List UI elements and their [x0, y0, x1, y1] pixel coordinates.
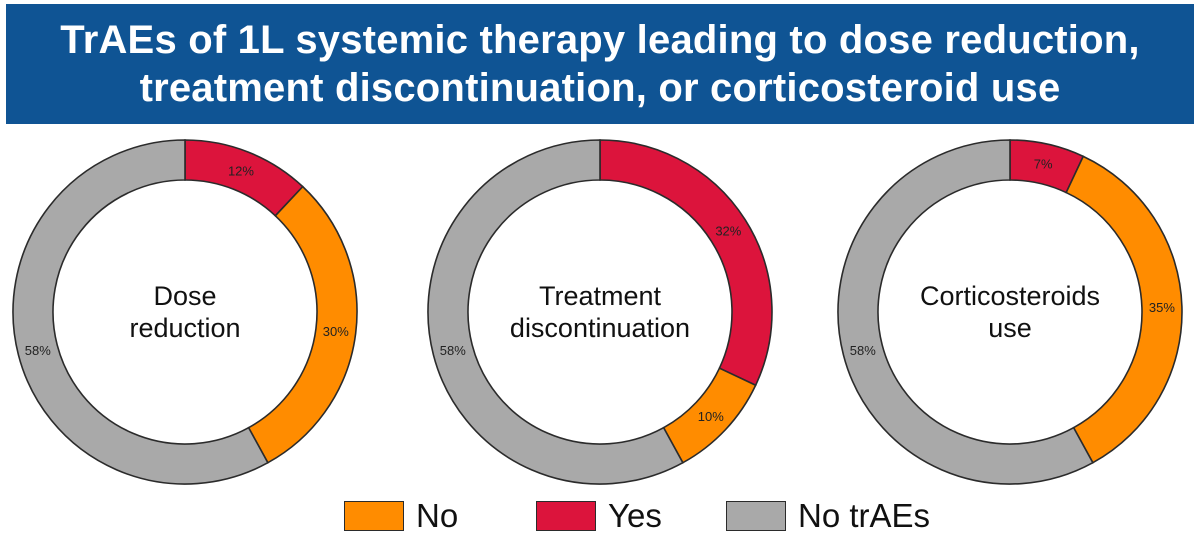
donut-3-data-label-no: 35%: [1149, 300, 1175, 315]
donut-3-data-label-no-traes: 58%: [850, 343, 876, 358]
donut-1-center-label-line-1: Dose: [153, 281, 216, 311]
donut-2-center-label-line-1: Treatment: [539, 281, 662, 311]
chart-title-line-2: treatment discontinuation, or corticoste…: [139, 66, 1061, 110]
legend-swatch-yes: [536, 501, 596, 531]
legend-label-yes: Yes: [608, 497, 662, 534]
donut-2-slice-yes: [599, 139, 773, 387]
donut-1-slice-no-traes: [12, 139, 269, 485]
donut-1-data-label-no: 30%: [323, 324, 349, 339]
legend: No Yes No trAEs: [0, 494, 1200, 538]
donut-3-data-label-yes: 7%: [1034, 157, 1053, 172]
legend-item-no: No: [344, 494, 458, 538]
donut-3-slice-no-traes: [837, 139, 1094, 485]
donut-2-slice-no-traes: [427, 139, 684, 485]
legend-item-no-traes: No trAEs: [726, 494, 930, 538]
donut-1-center-label-line-2: reduction: [129, 313, 240, 343]
legend-item-yes: Yes: [536, 494, 662, 538]
donut-3-center-label-line-2: use: [988, 313, 1032, 343]
legend-swatch-no: [344, 501, 404, 531]
donut-2-center-label-line-2: discontinuation: [510, 313, 690, 343]
legend-swatch-no-traes: [726, 501, 786, 531]
donut-2-data-label-no-traes: 58%: [440, 343, 466, 358]
donut-1-data-label-no-traes: 58%: [25, 343, 51, 358]
donut-2-data-label-no: 10%: [698, 409, 724, 424]
legend-label-no: No: [416, 497, 459, 534]
legend-label-no-traes: No trAEs: [798, 497, 931, 534]
donut-1-data-label-yes: 12%: [228, 164, 254, 179]
donut-3-center-label-line-1: Corticosteroids: [920, 281, 1100, 311]
chart-title-banner: TrAEs of 1L systemic therapy leading to …: [6, 4, 1194, 124]
chart-title-line-1: TrAEs of 1L systemic therapy leading to …: [60, 18, 1140, 62]
donut-2-data-label-yes: 32%: [715, 224, 741, 239]
